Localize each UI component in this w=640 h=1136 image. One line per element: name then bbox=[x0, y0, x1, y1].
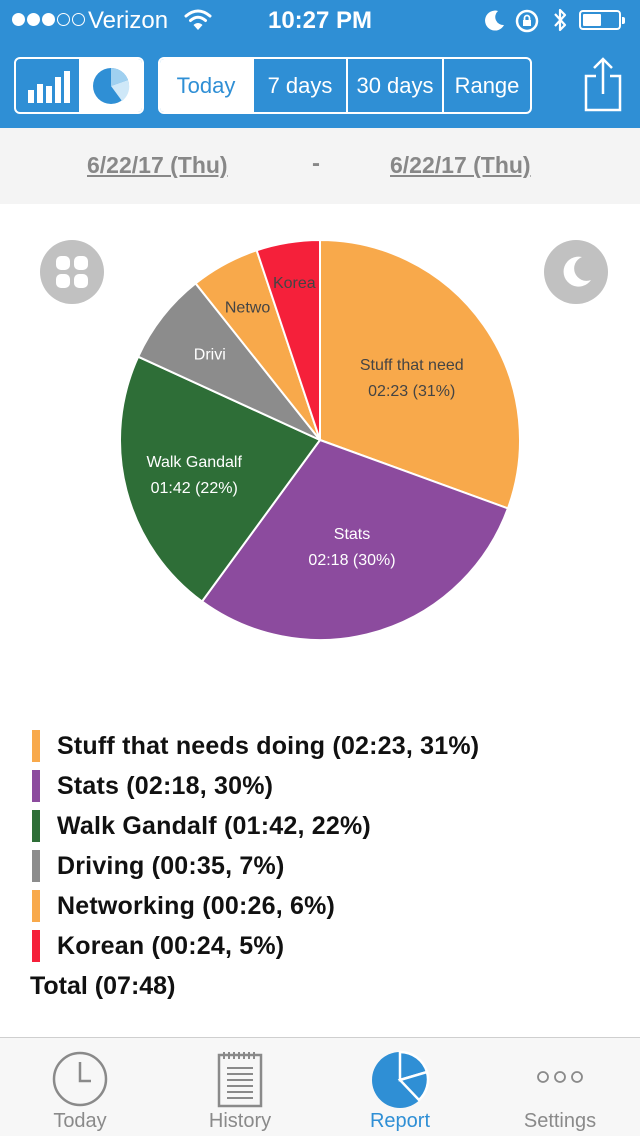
moon-icon bbox=[563, 256, 591, 287]
legend-item: Driving (00:35, 7%) bbox=[30, 846, 610, 886]
slice-label: Stats bbox=[334, 526, 370, 543]
legend-swatch bbox=[32, 810, 40, 842]
slice-value-label: 01:42 (22%) bbox=[151, 480, 238, 497]
legend-label: Korean (00:24, 5%) bbox=[57, 931, 285, 960]
legend-swatch bbox=[32, 890, 40, 922]
legend-label: Stuff that needs doing (02:23, 31%) bbox=[57, 731, 480, 760]
legend-swatch bbox=[32, 730, 40, 762]
tab-label: Today bbox=[53, 1110, 107, 1132]
bar-chart-icon bbox=[27, 70, 70, 103]
top-bar: Verizon 10:27 PM bbox=[0, 0, 640, 128]
pie-slice[interactable] bbox=[200, 438, 510, 641]
legend-swatch bbox=[32, 850, 40, 882]
legend-item: Korean (00:24, 5%) bbox=[30, 926, 610, 966]
pie-chart-view-button[interactable] bbox=[79, 59, 142, 112]
slice-label: Netwo bbox=[225, 299, 270, 316]
legend-item: Stuff that needs doing (02:23, 31%) bbox=[30, 726, 610, 766]
grid-icon bbox=[56, 256, 88, 288]
legend-label: Walk Gandalf (01:42, 22%) bbox=[57, 811, 371, 840]
end-date-link[interactable]: 6/22/17 (Thu) bbox=[390, 152, 531, 178]
pie-chart-icon bbox=[92, 67, 129, 104]
pie-slice[interactable] bbox=[255, 238, 321, 441]
total-time: Total (07:48) bbox=[30, 971, 176, 1000]
signal-dot bbox=[27, 13, 40, 26]
signal-dot bbox=[72, 13, 85, 26]
slice-label: Stuff that need bbox=[360, 357, 464, 374]
more-icon bbox=[537, 1071, 583, 1083]
date-range-bar: 6/22/17 (Thu) - 6/22/17 (Thu) bbox=[0, 128, 640, 204]
do-not-disturb-icon bbox=[485, 10, 504, 31]
legend-item: Stats (02:18, 30%) bbox=[30, 766, 610, 806]
signal-dot bbox=[12, 13, 25, 26]
tab-label: Settings bbox=[523, 1110, 597, 1132]
document-icon bbox=[217, 1052, 263, 1108]
rotation-lock-icon bbox=[515, 9, 539, 33]
legend-label: Stats (02:18, 30%) bbox=[57, 771, 274, 800]
share-icon[interactable] bbox=[580, 56, 626, 114]
range-today-button[interactable]: Today bbox=[160, 59, 252, 112]
slice-label: Walk Gandalf bbox=[146, 454, 242, 471]
clock-icon bbox=[52, 1051, 108, 1107]
tab-today[interactable]: Today bbox=[0, 1038, 160, 1136]
tab-bar: Today History Report Settings bbox=[0, 1037, 640, 1136]
chart-legend: Stuff that needs doing (02:23, 31%) Stat… bbox=[30, 726, 610, 1006]
night-mode-button[interactable] bbox=[544, 240, 608, 304]
legend-swatch bbox=[32, 930, 40, 962]
bar-chart-view-button[interactable] bbox=[16, 59, 79, 112]
tab-label: Report bbox=[369, 1110, 431, 1132]
legend-item: Walk Gandalf (01:42, 22%) bbox=[30, 806, 610, 846]
tab-settings[interactable]: Settings bbox=[480, 1038, 640, 1136]
range-7-days-button[interactable]: 7 days bbox=[252, 59, 346, 112]
tab-label: History bbox=[208, 1110, 272, 1132]
wifi-icon bbox=[184, 9, 212, 30]
bluetooth-icon bbox=[554, 8, 567, 32]
status-bar: Verizon 10:27 PM bbox=[0, 0, 640, 40]
legend-swatch bbox=[32, 770, 40, 802]
start-date-link[interactable]: 6/22/17 (Thu) bbox=[87, 152, 228, 178]
view-mode-toggle bbox=[14, 57, 144, 114]
tab-report[interactable]: Report bbox=[320, 1038, 480, 1136]
signal-strength-icon bbox=[12, 13, 85, 26]
slice-value-label: 02:23 (31%) bbox=[368, 383, 455, 400]
status-time: 10:27 PM bbox=[267, 7, 373, 34]
signal-dot bbox=[57, 13, 70, 26]
slice-label: Korea bbox=[273, 275, 316, 292]
date-range-selector: Today 7 days 30 days Range bbox=[158, 57, 532, 114]
legend-label: Networking (00:26, 6%) bbox=[57, 891, 336, 920]
slice-label: Drivi bbox=[194, 347, 226, 364]
carrier-name: Verizon bbox=[88, 7, 169, 34]
date-separator: - bbox=[312, 150, 320, 177]
range-30-days-button[interactable]: 30 days bbox=[346, 59, 442, 112]
legend-item: Networking (00:26, 6%) bbox=[30, 886, 610, 926]
pie-chart-icon bbox=[372, 1050, 430, 1108]
signal-dot bbox=[42, 13, 55, 26]
categories-button[interactable] bbox=[40, 240, 104, 304]
slice-value-label: 02:18 (30%) bbox=[308, 552, 395, 569]
range-custom-button[interactable]: Range bbox=[442, 59, 530, 112]
pie-chart: Stuff that need 02:23 (31%) Stats 02:18 (30… bbox=[119, 238, 522, 641]
battery-icon bbox=[579, 10, 625, 30]
tab-history[interactable]: History bbox=[160, 1038, 320, 1136]
pie-slice[interactable] bbox=[319, 238, 522, 510]
legend-label: Driving (00:35, 7%) bbox=[57, 851, 285, 880]
